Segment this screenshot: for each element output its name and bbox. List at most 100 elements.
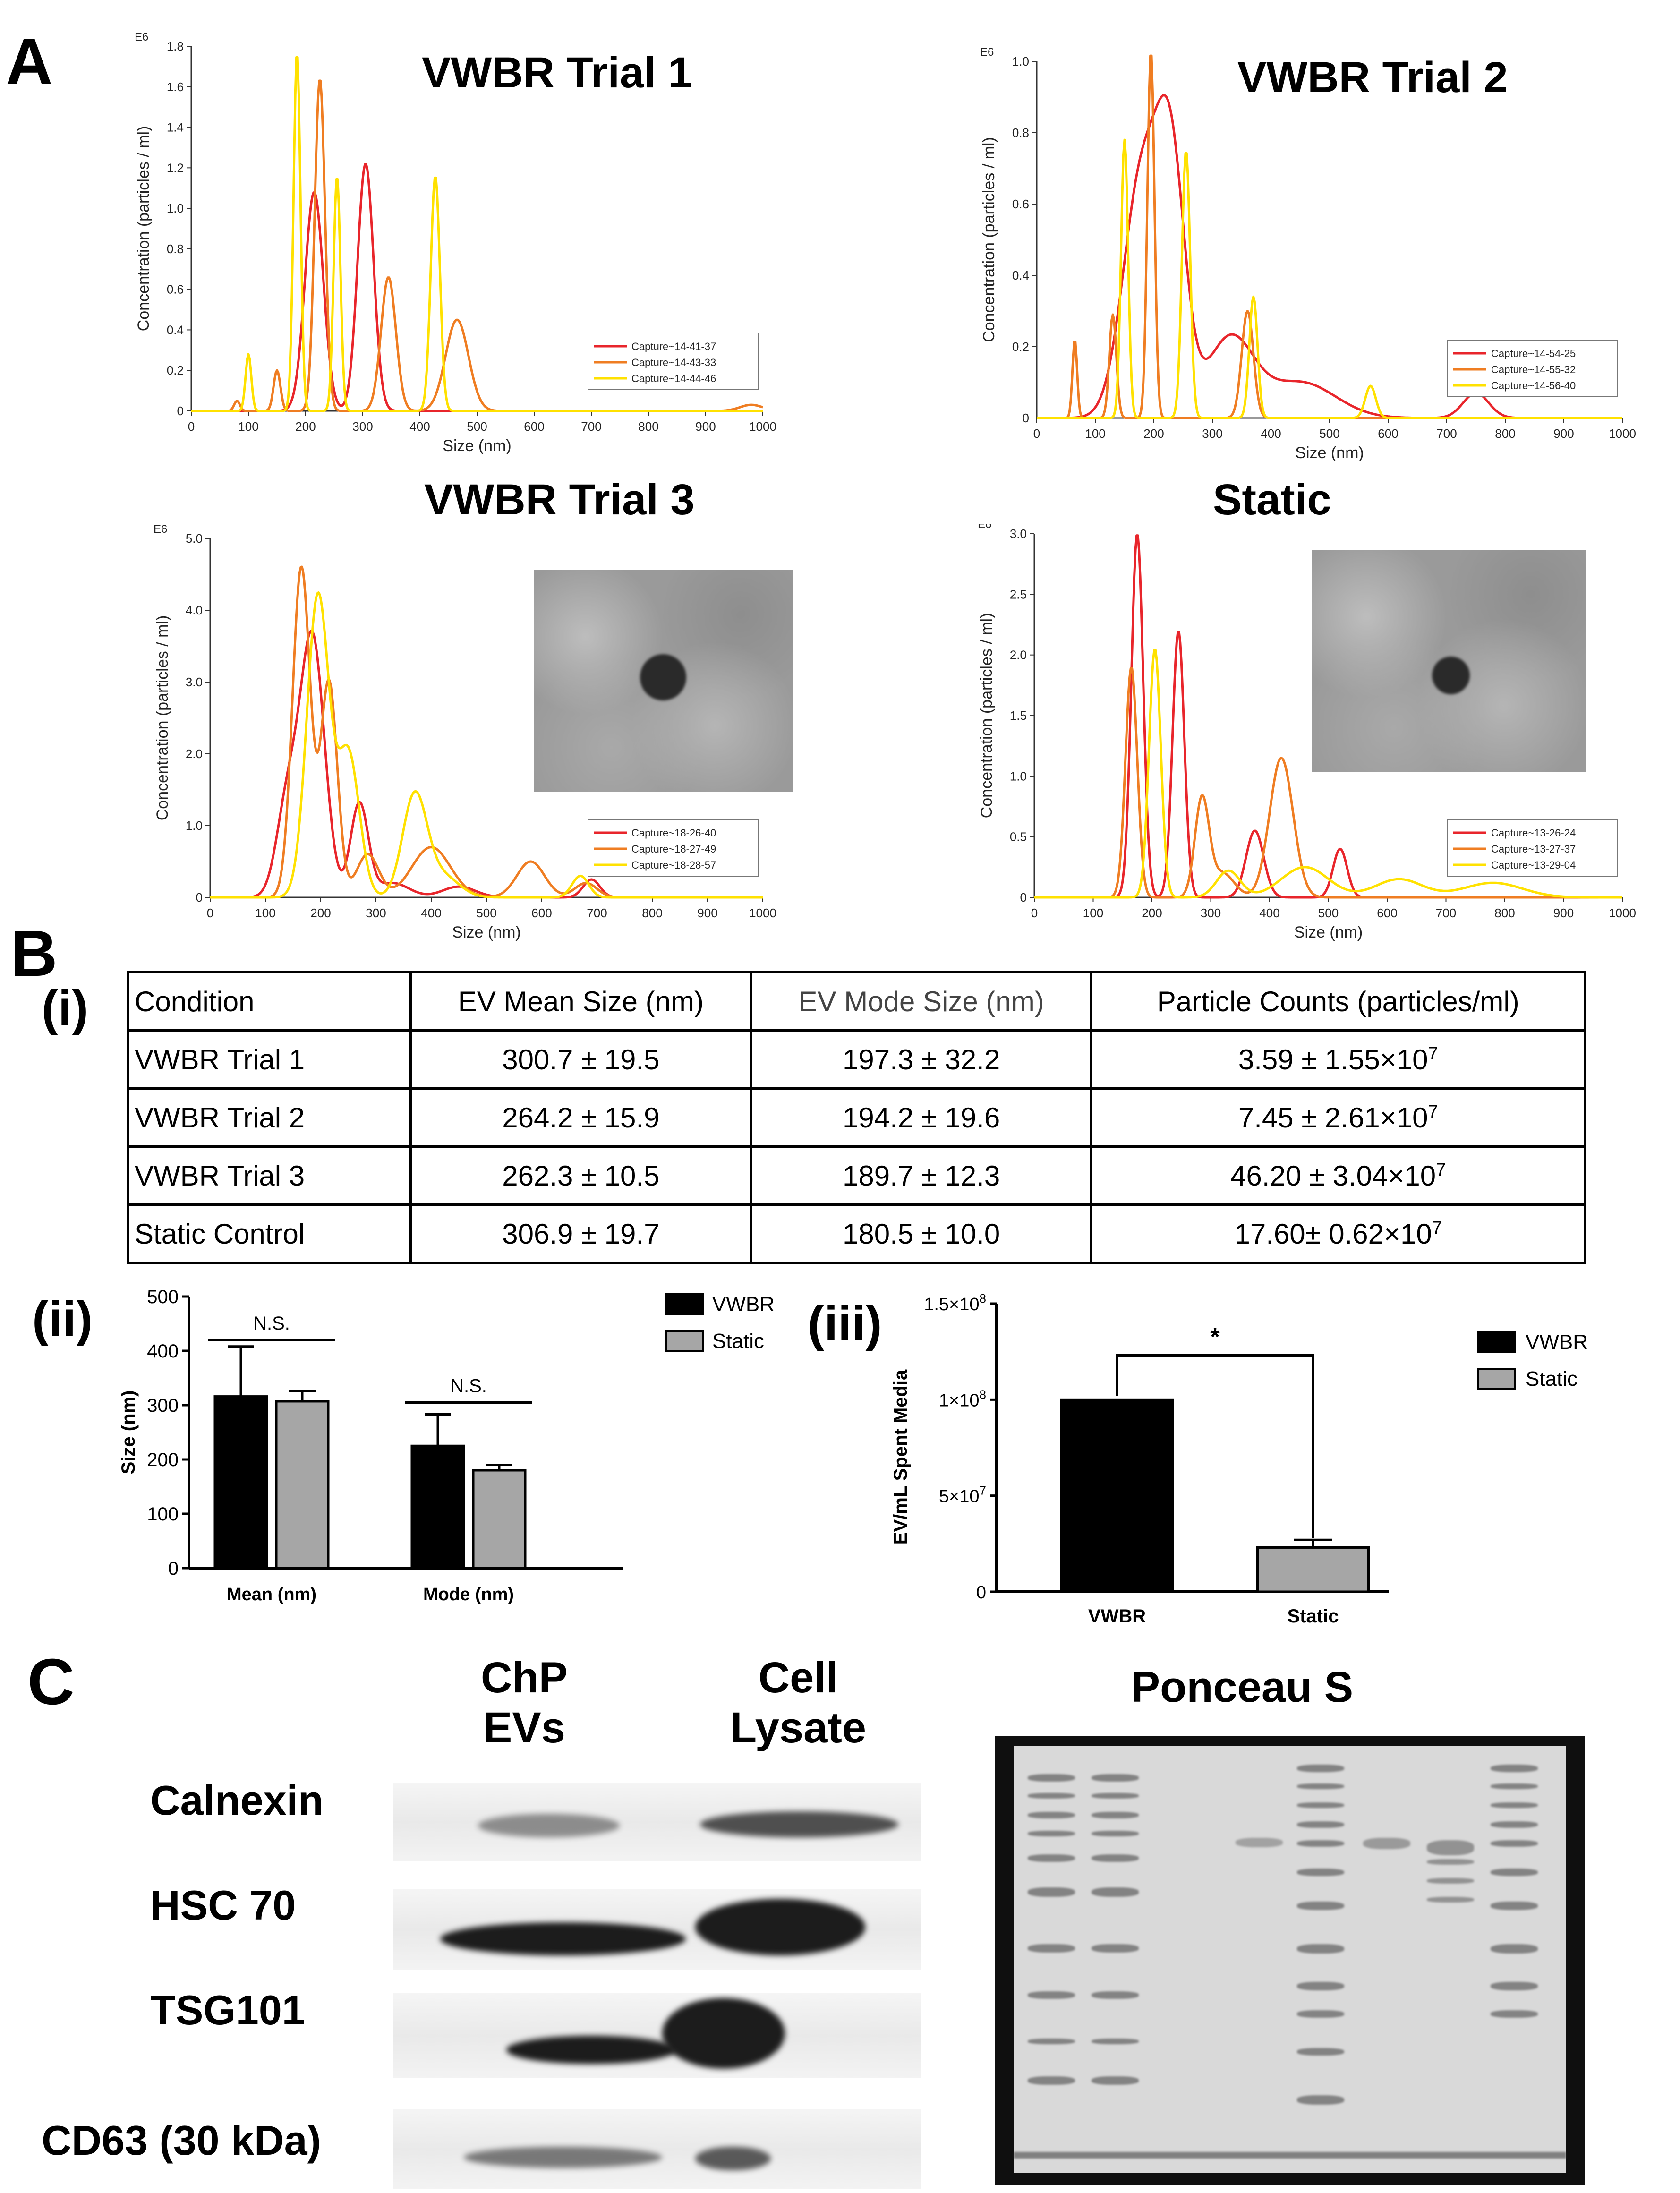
x-tick-label: 300 [1201,906,1221,920]
y-axis-title: Concentration (particles / ml) [135,126,153,332]
gel-band [1028,1854,1075,1862]
table-header-row: Condition EV Mean Size (nm) EV Mode Size… [127,971,1586,1032]
x-tick-label: 1000 [1609,427,1636,441]
gel-band [1297,1802,1344,1808]
y-tick-label: 1.5×108 [924,1291,986,1314]
significance-bracket [1116,1354,1314,1538]
table-header-cell: Particle Counts (particles/ml) [1090,971,1586,1032]
tem-vesicle [640,654,686,700]
count-exponent: 7 [1436,1160,1446,1180]
bar-chart-ev-count: 0 5×107 1×108 1.5×108 EV/mL Spent Media VWBR S… [890,1291,1588,1627]
x-tick-label: 0 [188,419,195,434]
mean-cell: 264.2 ± 15.9 [409,1087,752,1148]
gel-band [1092,1944,1139,1953]
y-tick-label: 0.2 [167,363,184,377]
blot-band [478,1814,620,1837]
x-tick-label: 100 [255,906,275,920]
y-tick-label: 3.0 [1010,527,1027,541]
x-tick-label: Mode (nm) [423,1585,514,1604]
x-tick-label: 700 [581,419,601,434]
gel-band [1491,1765,1538,1772]
x-tick-label: 200 [310,906,331,920]
sub-label-b-ii: (ii) [32,1291,93,1347]
x-tick-label: 900 [695,419,716,434]
gel-band [1028,1944,1075,1953]
gel-band [1297,1982,1344,1990]
y-tick-label: 0.4 [167,323,184,337]
panel-label-c: C [27,1646,75,1718]
y-tick-label: 0.5 [1010,830,1027,844]
ponceau-gel [995,1736,1585,2185]
gel-band [1092,1793,1139,1799]
legend-label: Capture~18-28-57 [631,859,716,871]
count-cell: 46.20 ± 3.04×107 [1090,1145,1586,1206]
count-value: 3.59 ± 1.55×10 [1238,1043,1428,1075]
legend-label: VWBR [1526,1331,1588,1354]
y-tick-label: 2.0 [186,747,203,761]
table-row: Static Control 306.9 ± 19.7 180.5 ± 10.0… [127,1203,1586,1264]
x-tick-label: Static [1288,1606,1339,1627]
x-tick-label: 500 [467,419,487,434]
y-tick-label: 400 [147,1341,179,1362]
x-tick-label: 100 [238,419,258,434]
gel-band [1297,2010,1344,2018]
wb-label-calnexin: Calnexin [150,1777,324,1824]
x-tick-label: 0 [207,906,213,920]
nta-title-trial1: VWBR Trial 1 [422,49,692,97]
y-tick-label: 1.0 [1010,769,1027,783]
y-tick-label: 1.5 [1010,708,1027,723]
table-row: VWBR Trial 2 264.2 ± 15.9 194.2 ± 19.6 7… [127,1087,1586,1148]
y-tick-label: 0 [177,404,184,418]
count-value: 17.60± 0.62×10 [1234,1218,1432,1250]
count-exponent: 7 [1428,1101,1438,1122]
condition-cell: VWBR Trial 3 [127,1145,412,1206]
bar [1060,1398,1174,1593]
gel-band [1092,1812,1139,1818]
x-tick-label: 600 [1377,906,1397,920]
mode-cell: 197.3 ± 32.2 [750,1029,1093,1090]
x-tick-label: 200 [1142,906,1162,920]
gel-band [1297,1902,1344,1910]
x-axis-title: Size (nm) [1295,444,1364,462]
legend-swatch [665,1330,704,1352]
x-tick-label: 100 [1083,906,1103,920]
gel-band [1427,1840,1474,1855]
gel-band [1491,2010,1538,2018]
y-scale-label: E6 [980,46,994,59]
gel-band [1297,2048,1344,2056]
legend-label: Capture~14-56-40 [1491,380,1576,392]
x-tick-label: VWBR [1088,1606,1146,1627]
y-tick-label: 1.0 [186,819,203,833]
gel-band [1491,1869,1538,1876]
nta-series-line [1034,649,1622,899]
gel-band [1427,1859,1474,1865]
blot-band [700,1811,898,1837]
gel-band [1491,1821,1538,1828]
legend-label: Capture~18-26-40 [631,827,716,839]
wb-header-line: Lysate [730,1703,867,1752]
gel-band [1028,2039,1075,2044]
gel-band [1297,1821,1344,1828]
count-cell: 3.59 ± 1.55×107 [1090,1029,1586,1090]
legend-label: Static [712,1330,764,1353]
gel-band [1028,2076,1075,2085]
condition-cell: Static Control [127,1203,412,1264]
blot-band [695,2147,771,2170]
x-tick-label: 1000 [749,906,776,920]
gel-band [1297,1944,1344,1954]
gel-band [1028,1812,1075,1818]
x-tick-label: 500 [1318,906,1339,920]
ev-summary-table: Condition EV Mean Size (nm) EV Mode Size… [127,971,1586,1264]
count-cell: 7.45 ± 2.61×107 [1090,1087,1586,1148]
x-tick-label: 300 [366,906,386,920]
y-tick-label: 0.8 [1012,126,1029,140]
nta-series-line [210,591,763,899]
x-tick-label: 600 [531,906,552,920]
legend-label: Capture~14-54-25 [1491,348,1576,359]
y-tick-label: 0.8 [167,242,184,256]
wb-label-tsg101: TSG101 [150,1987,305,2033]
significance-label: * [1210,1323,1220,1351]
count-value: 46.20 ± 3.04×10 [1230,1160,1436,1192]
x-tick-label: 400 [421,906,441,920]
y-scale-label: E6 [154,524,167,536]
